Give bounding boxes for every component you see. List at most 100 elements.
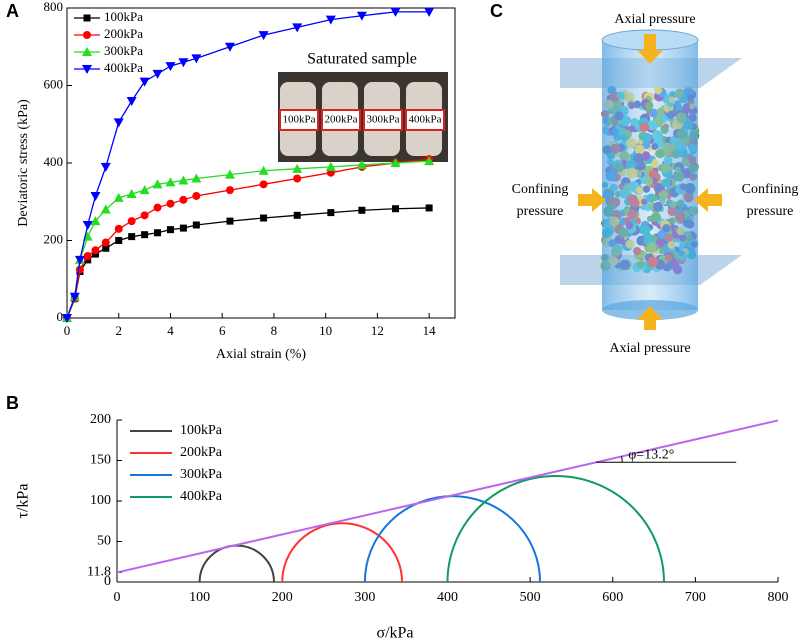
- marker: [178, 175, 189, 185]
- y-tick-label: 400: [44, 154, 64, 169]
- legend-label: 400kPa: [180, 489, 223, 504]
- marker: [113, 192, 124, 202]
- marker: [166, 199, 175, 208]
- marker: [82, 221, 93, 230]
- marker: [75, 265, 84, 274]
- x-tick-label: 12: [371, 323, 384, 338]
- sample-tag: [321, 109, 361, 131]
- x-axis-label: σ/kPa: [376, 625, 413, 642]
- marker: [178, 58, 189, 68]
- marker: [82, 47, 92, 56]
- y-tick-label: 200: [44, 231, 64, 246]
- y-tick-label: 0: [104, 574, 111, 589]
- x-tick-label: 800: [768, 590, 789, 605]
- marker: [62, 314, 72, 323]
- sample-tag: [279, 109, 319, 131]
- sample-label: 400kPa: [409, 114, 442, 126]
- arrow: [578, 188, 606, 212]
- marker: [139, 185, 150, 195]
- marker: [424, 7, 435, 17]
- marker: [74, 255, 85, 265]
- marker: [292, 23, 303, 33]
- marker: [225, 186, 234, 195]
- marker: [192, 221, 200, 229]
- x-tick-label: 700: [685, 590, 706, 605]
- panel-label: C: [490, 1, 503, 21]
- sample-tag: [405, 109, 445, 131]
- marker: [126, 97, 137, 106]
- legend-label: 100kPa: [104, 9, 143, 24]
- marker: [127, 217, 136, 226]
- marker: [325, 15, 336, 25]
- x-tick-label: 300: [354, 590, 375, 605]
- marker: [83, 252, 92, 260]
- x-axis-label: Axial strain (%): [216, 347, 307, 362]
- marker: [292, 163, 303, 173]
- series-line: [66, 207, 430, 319]
- marker: [102, 244, 110, 252]
- marker: [82, 65, 92, 74]
- marker: [154, 229, 162, 237]
- label: Axial pressure: [614, 12, 695, 27]
- marker: [327, 209, 335, 217]
- marker: [69, 292, 80, 302]
- marker: [293, 211, 301, 219]
- marker: [91, 246, 100, 255]
- marker: [356, 159, 367, 169]
- marker: [179, 224, 187, 232]
- label: pressure: [747, 204, 794, 219]
- marker: [425, 204, 433, 212]
- marker: [90, 216, 101, 226]
- inset-title: Saturated sample: [307, 51, 417, 68]
- sample-label: 300kPa: [367, 114, 400, 126]
- y-tick-label: 600: [44, 76, 64, 91]
- arrow: [637, 34, 663, 64]
- arrow: [637, 306, 663, 330]
- marker: [390, 7, 401, 17]
- y-tick-label: 150: [90, 453, 111, 468]
- marker: [224, 169, 235, 179]
- x-tick-label: 2: [115, 323, 122, 338]
- legend-label: 300kPa: [180, 467, 223, 482]
- legend-label: 400kPa: [104, 60, 143, 75]
- marker: [192, 191, 201, 200]
- marker: [115, 237, 123, 244]
- y-axis-label: τ/kPa: [15, 484, 32, 519]
- label: Confining: [742, 182, 799, 197]
- x-tick-label: 600: [602, 590, 623, 605]
- marker: [100, 204, 111, 214]
- marker: [325, 161, 336, 171]
- marker: [165, 62, 176, 72]
- y-tick-label: 800: [44, 0, 64, 14]
- mohr-circle: [281, 522, 404, 583]
- label: Confining: [512, 182, 569, 197]
- marker: [113, 118, 124, 128]
- marker: [101, 238, 110, 247]
- marker: [191, 173, 202, 183]
- y-tick-label: 100: [90, 493, 111, 508]
- marker: [260, 214, 268, 222]
- marker: [165, 177, 176, 187]
- triaxial-diagram: Axial pressure Axial pressure Confining …: [512, 12, 799, 356]
- marker: [140, 211, 149, 220]
- x-tick-label: 4: [167, 323, 174, 338]
- legend-label: 200kPa: [104, 26, 143, 41]
- sample-label: 200kPa: [325, 114, 358, 126]
- label: Axial pressure: [609, 341, 690, 356]
- marker: [152, 179, 163, 189]
- marker: [226, 217, 234, 225]
- marker: [224, 42, 235, 52]
- marker: [141, 231, 149, 239]
- x-tick-label: 500: [520, 590, 541, 605]
- x-tick-label: 400: [437, 590, 458, 605]
- marker: [358, 206, 366, 214]
- marker: [259, 180, 268, 189]
- marker: [153, 203, 162, 212]
- marker: [390, 158, 401, 167]
- mohr-circle: [446, 475, 665, 583]
- marker: [128, 233, 136, 241]
- x-tick-label: 14: [423, 323, 437, 338]
- failure-envelope: [116, 419, 779, 574]
- x-tick-label: 100: [189, 590, 210, 605]
